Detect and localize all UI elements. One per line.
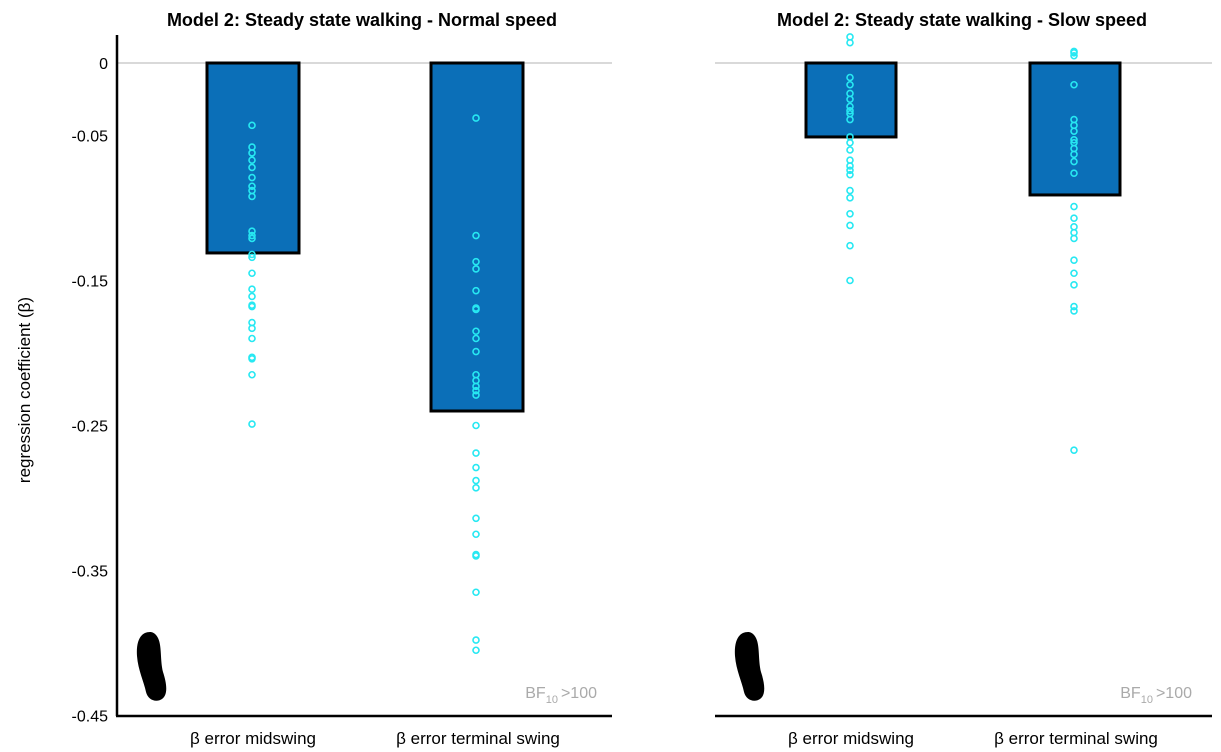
data-point: [248, 173, 256, 182]
data-point: [248, 370, 256, 379]
data-point: [1070, 256, 1078, 265]
data-point: [248, 253, 256, 262]
data-point: [248, 156, 256, 164]
data-point: [846, 241, 854, 250]
data-point: [472, 386, 480, 395]
category-label-midswing: β error midswing: [788, 729, 914, 748]
data-point: [1070, 169, 1078, 177]
data-point: [846, 186, 854, 195]
footprint-icon: [136, 632, 167, 701]
data-point: [248, 227, 256, 235]
data-point: [248, 149, 256, 157]
data-point: [846, 107, 854, 115]
data-point: [846, 80, 854, 89]
data-point: [1070, 307, 1078, 315]
y-tick-label: -0.15: [72, 274, 109, 291]
data-point: [846, 102, 854, 111]
data-point: [472, 514, 480, 523]
data-point: [1070, 49, 1078, 57]
data-point: [472, 636, 480, 644]
y-tick-label: -0.35: [72, 564, 109, 581]
data-point: [1070, 136, 1078, 144]
bayes-factor-annotation: BF10 >100: [525, 685, 597, 706]
category-label-midswing: β error midswing: [190, 729, 316, 748]
y-tick-label: -0.05: [72, 129, 109, 146]
data-point: [1070, 157, 1078, 166]
y-axis-label: regression coefficient (β): [15, 297, 34, 483]
category-label-terminal-swing: β error terminal swing: [994, 729, 1158, 748]
data-point: [472, 347, 480, 356]
data-point: [472, 286, 480, 295]
y-tick-label: -0.25: [72, 419, 109, 436]
data-point: [472, 305, 480, 314]
y-tick-label: -0.45: [72, 709, 109, 726]
data-point: [1070, 202, 1078, 211]
data-point: [248, 285, 256, 294]
data-point: [1070, 214, 1078, 222]
category-label-terminal-swing: β error terminal swing: [396, 729, 560, 748]
data-point: [248, 121, 256, 130]
data-point: [248, 302, 256, 311]
data-point: [846, 146, 854, 154]
data-point: [472, 382, 480, 391]
data-point: [472, 257, 480, 266]
data-point: [1070, 234, 1078, 243]
chart-title: Model 2: Steady state walking - Slow spe…: [777, 10, 1147, 30]
data-point: [1070, 150, 1078, 159]
data-point: [1070, 51, 1078, 60]
data-point: [472, 530, 480, 539]
data-point: [248, 269, 256, 278]
data-point: [846, 221, 854, 230]
data-point: [846, 276, 854, 285]
data-point: [248, 420, 256, 428]
data-point: [846, 194, 854, 202]
data-point: [846, 73, 854, 82]
data-point: [846, 95, 854, 104]
data-point: [472, 552, 480, 560]
data-point: [846, 138, 854, 147]
data-point: [248, 334, 256, 343]
data-point: [472, 463, 480, 472]
data-point: [1070, 269, 1078, 278]
data-point: [472, 484, 480, 492]
data-point: [472, 327, 480, 336]
data-point: [472, 334, 480, 343]
chart-panel-slow-speed: Model 2: Steady state walking - Slow spe…: [715, 10, 1212, 748]
data-point: [472, 646, 480, 655]
data-point: [846, 166, 854, 175]
data-point: [472, 476, 480, 485]
data-point: [248, 250, 256, 259]
data-point: [846, 115, 854, 124]
data-point: [846, 162, 854, 170]
data-point: [1070, 80, 1078, 89]
data-point: [846, 170, 854, 179]
data-point: [1070, 446, 1078, 454]
data-point: [846, 210, 854, 218]
data-point: [248, 163, 256, 172]
data-point: [472, 588, 480, 597]
data-point: [248, 182, 256, 191]
data-point: [472, 114, 480, 122]
data-point: [472, 449, 480, 457]
data-point: [248, 324, 256, 333]
chart-title: Model 2: Steady state walking - Normal s…: [167, 10, 557, 30]
footprint-icon: [734, 632, 765, 701]
bayes-factor-annotation: BF10 >100: [1120, 685, 1192, 706]
data-point: [472, 421, 480, 430]
data-point: [1070, 281, 1078, 289]
chart-panel-normal-speed: Model 2: Steady state walking - Normal s…: [72, 10, 612, 748]
data-point: [472, 391, 480, 399]
data-point: [248, 354, 256, 363]
data-point: [846, 33, 854, 41]
data-point: [1070, 302, 1078, 311]
data-point: [472, 231, 480, 240]
data-point: [472, 265, 480, 273]
data-point: [248, 234, 256, 243]
data-point: [1070, 127, 1078, 135]
data-point: [248, 292, 256, 301]
y-tick-label: 0: [99, 56, 108, 73]
data-point: [248, 192, 256, 201]
data-point: [248, 231, 256, 240]
